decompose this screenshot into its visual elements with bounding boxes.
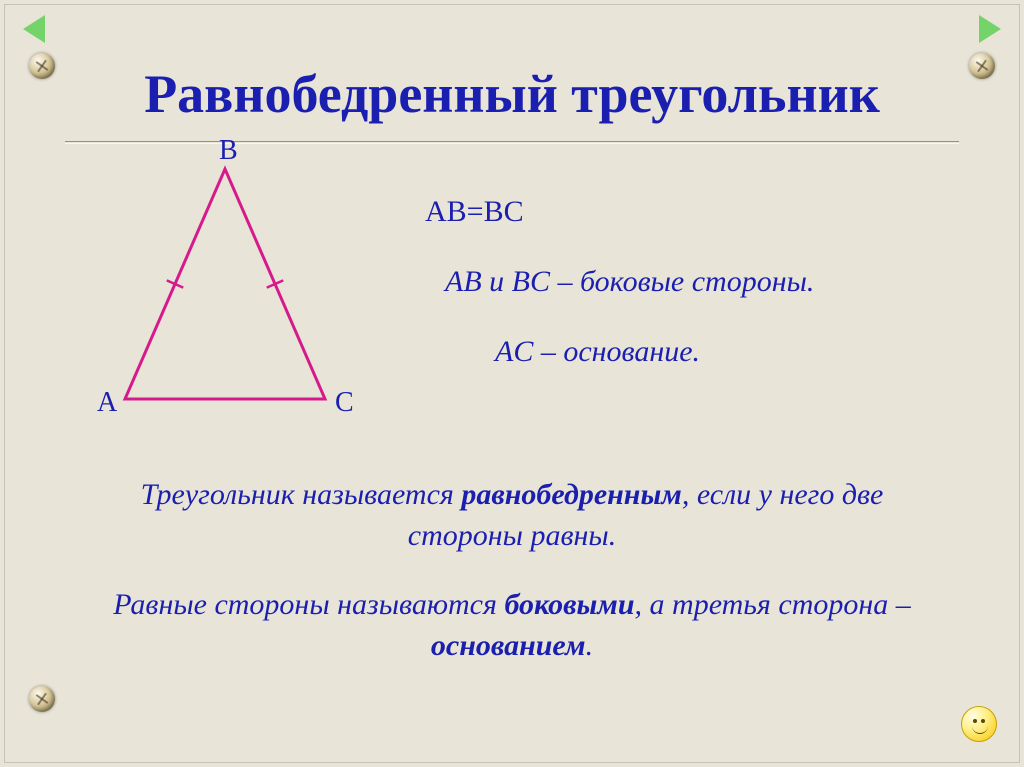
title-underline <box>65 141 959 142</box>
base-text: AC – основание. <box>495 335 700 369</box>
sides-text: AB и BC – боковые стороны. <box>445 265 814 299</box>
slide-title: Равнобедренный треугольник <box>5 63 1019 125</box>
naming-text-3: . <box>586 629 594 662</box>
definition-text: Треугольник называется <box>141 478 462 511</box>
naming-bold-2: основанием <box>431 629 586 662</box>
corner-screw-icon <box>29 686 55 712</box>
triangle-svg <box>105 149 365 439</box>
next-slide-arrow-icon[interactable] <box>979 15 1001 43</box>
definition-bold: равнобедренным <box>461 478 681 511</box>
vertex-label-b: B <box>219 135 238 167</box>
naming-text-2: , а третья сторона – <box>635 588 911 621</box>
title-underline-shadow <box>65 143 959 144</box>
naming-paragraph: Равные стороны называются боковыми, а тр… <box>5 585 1019 666</box>
smiley-icon[interactable] <box>961 706 997 742</box>
vertex-label-c: C <box>335 387 354 419</box>
naming-bold-1: боковыми <box>504 588 634 621</box>
triangle-shape <box>125 169 325 399</box>
naming-text-1: Равные стороны называются <box>113 588 504 621</box>
vertex-label-a: A <box>97 387 117 419</box>
triangle-diagram: B A C <box>105 149 365 439</box>
equation-text: AB=BC <box>425 195 524 229</box>
slide-frame: Равнобедренный треугольник B A C AB=BC A… <box>4 4 1020 763</box>
definition-paragraph: Треугольник называется равнобедренным, е… <box>5 475 1019 556</box>
prev-slide-arrow-icon[interactable] <box>23 15 45 43</box>
